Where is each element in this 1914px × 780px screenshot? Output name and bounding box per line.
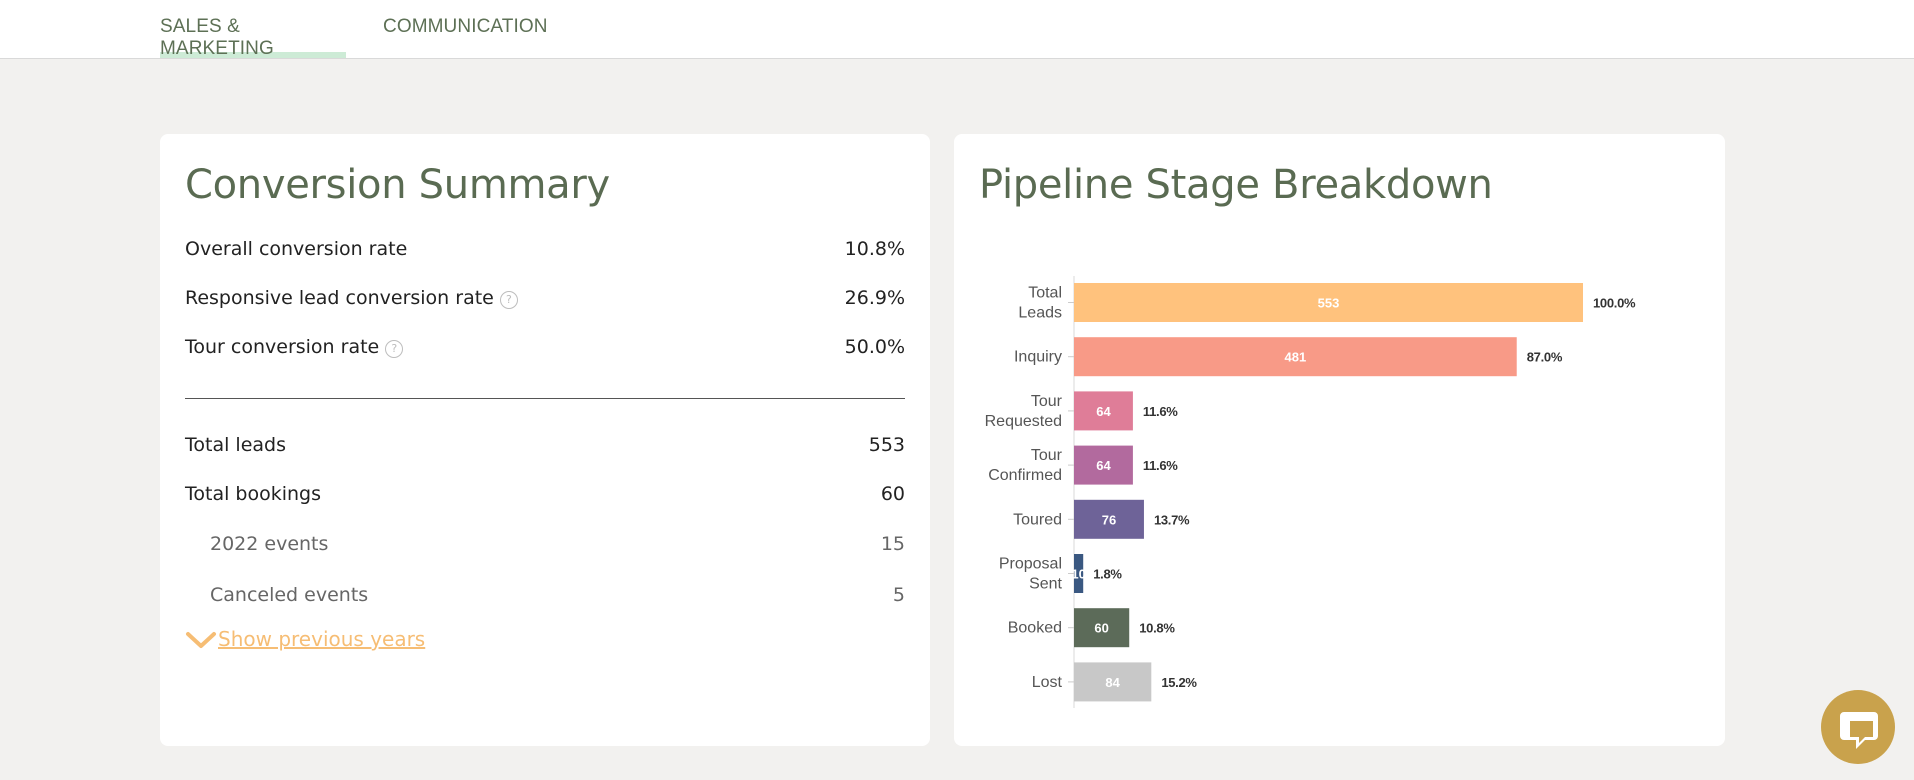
show-previous-years-label: Show previous years bbox=[218, 627, 426, 651]
rate-value: 10.8% bbox=[844, 238, 905, 260]
rate-label: Tour conversion rate bbox=[185, 336, 380, 358]
top-nav: SALES & MARKETING COMMUNICATION bbox=[0, 0, 1914, 59]
pipeline-chart: Total Leads 553 100.0% Inquiry 481 87.0% Tour Re… bbox=[985, 276, 1636, 708]
tab-sales-marketing[interactable]: SALES & MARKETING bbox=[160, 16, 346, 59]
help-icon[interactable]: ? bbox=[499, 291, 518, 309]
bar bbox=[1074, 283, 1583, 322]
chevron-down-icon bbox=[186, 632, 216, 648]
total-label: Total leads bbox=[185, 434, 286, 456]
y-tick-label: Tour Requested bbox=[985, 393, 1063, 430]
bar-value-label: 64 bbox=[1096, 458, 1111, 473]
total-value: 553 bbox=[868, 434, 905, 456]
bar-value-label: 553 bbox=[1318, 296, 1340, 311]
pipeline-card: Pipeline Stage Breakdown Total Leads 553 10… bbox=[954, 134, 1725, 746]
bar-value-label: 64 bbox=[1096, 404, 1111, 419]
total-label: Total bookings bbox=[185, 483, 322, 505]
conversion-summary-card: Conversion Summary Overall conversion ra… bbox=[160, 134, 930, 746]
bar bbox=[1074, 445, 1133, 485]
canceled-events-row: Canceled events 5 bbox=[185, 580, 905, 610]
events-2022-row: 2022 events 15 bbox=[185, 529, 905, 559]
bar bbox=[1074, 662, 1152, 702]
bar-percent-label: 87.0% bbox=[1527, 350, 1563, 365]
bar bbox=[1074, 337, 1517, 377]
chat-button[interactable] bbox=[1821, 690, 1895, 764]
bar bbox=[1074, 554, 1084, 593]
total-leads-row: Total leads 553 bbox=[185, 430, 905, 460]
help-icon[interactable]: ? bbox=[385, 340, 404, 358]
bar-percent-label: 11.6% bbox=[1143, 458, 1178, 473]
total-value: 60 bbox=[880, 483, 905, 505]
bar-percent-label: 1.8% bbox=[1093, 567, 1122, 582]
bar bbox=[1074, 391, 1133, 431]
responsive-lead-conversion-row: Responsive lead conversion rate? 26.9% bbox=[185, 283, 905, 313]
sub-label: Canceled events bbox=[210, 584, 369, 606]
tab-communication[interactable]: COMMUNICATION bbox=[383, 16, 548, 37]
chat-bubble-icon bbox=[1840, 712, 1878, 749]
y-tick-label: Booked bbox=[1008, 620, 1062, 637]
bar-value-label: 481 bbox=[1285, 350, 1307, 365]
y-tick-label: Total Leads bbox=[1018, 285, 1062, 322]
bar-percent-label: 100.0% bbox=[1593, 296, 1636, 311]
bar-percent-label: 10.8% bbox=[1139, 621, 1175, 636]
overall-conversion-row: Overall conversion rate 10.8% bbox=[185, 234, 905, 264]
bar bbox=[1074, 608, 1130, 648]
rate-label: Responsive lead conversion rate bbox=[185, 287, 494, 309]
y-tick-label: Inquiry bbox=[1014, 349, 1062, 366]
y-tick-label: Tour Confirmed bbox=[988, 447, 1062, 484]
rate-value: 26.9% bbox=[844, 287, 905, 309]
y-tick-label: Proposal Sent bbox=[999, 556, 1063, 593]
bar-percent-label: 15.2% bbox=[1161, 675, 1197, 690]
bar-value-label: 10 bbox=[1071, 567, 1085, 582]
total-bookings-row: Total bookings 60 bbox=[185, 479, 905, 509]
sub-value: 15 bbox=[880, 533, 905, 555]
sub-value: 5 bbox=[892, 584, 905, 606]
bar-percent-label: 13.7% bbox=[1154, 512, 1190, 527]
conversion-summary-title: Conversion Summary bbox=[185, 162, 610, 208]
bar-value-label: 76 bbox=[1102, 512, 1116, 527]
y-tick-label: Toured bbox=[1013, 511, 1062, 528]
bar-value-label: 60 bbox=[1094, 621, 1108, 636]
bar bbox=[1074, 499, 1144, 539]
rate-label: Overall conversion rate bbox=[185, 238, 408, 260]
sub-label: 2022 events bbox=[210, 533, 329, 555]
pipeline-title: Pipeline Stage Breakdown bbox=[979, 162, 1493, 208]
y-tick-label: Lost bbox=[1032, 674, 1063, 691]
rate-value: 50.0% bbox=[844, 336, 905, 358]
bar-value-label: 84 bbox=[1105, 675, 1120, 690]
summary-divider bbox=[185, 398, 905, 399]
tour-conversion-row: Tour conversion rate? 50.0% bbox=[185, 332, 905, 362]
bar-percent-label: 11.6% bbox=[1143, 404, 1178, 419]
